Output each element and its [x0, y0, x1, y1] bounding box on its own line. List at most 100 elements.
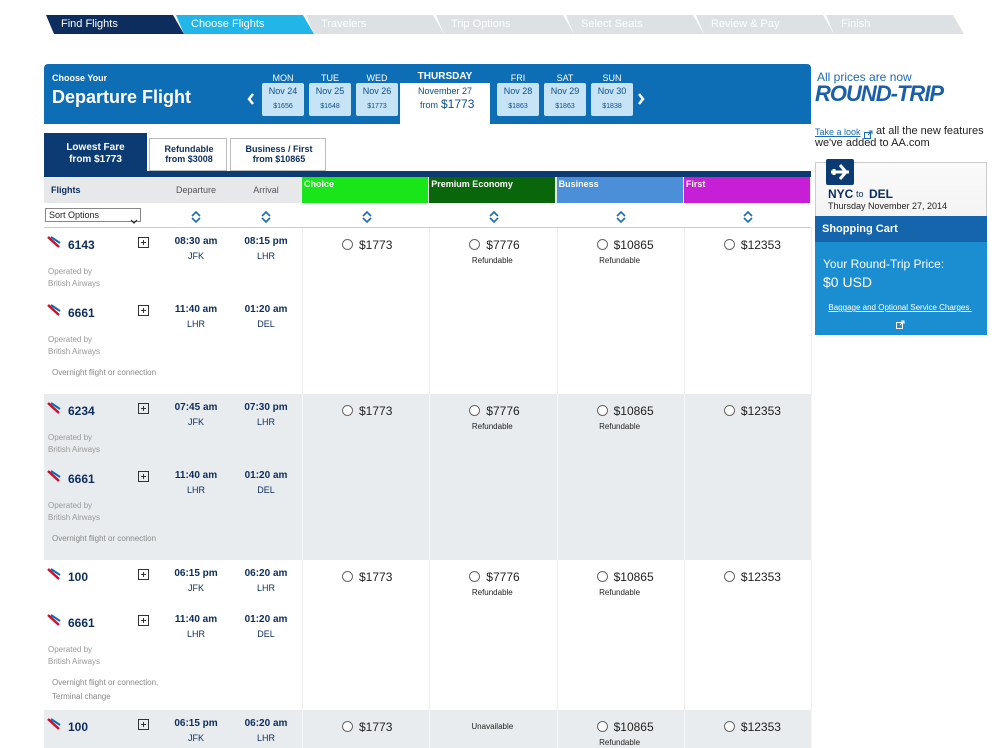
dep-airport: LHR	[186, 485, 206, 495]
date-text: Nov 30	[597, 86, 627, 96]
step-label: Find Flights	[61, 18, 118, 30]
step[interactable]: Choose Flights	[176, 15, 314, 34]
flight-number[interactable]: 6661	[68, 472, 95, 486]
sort-row	[44, 203, 811, 228]
details-toggle[interactable]	[138, 471, 149, 482]
fare-note: Refundable	[471, 422, 513, 431]
flight-number[interactable]: 100	[68, 720, 89, 734]
airline-logo-shape	[47, 614, 61, 626]
date-box[interactable]: Nov 28 $1863	[497, 83, 539, 116]
flight-number[interactable]: 6661	[68, 306, 95, 320]
flight-number[interactable]: 6661	[68, 616, 95, 630]
fare-radio[interactable]	[342, 239, 353, 250]
date-price: $1863	[508, 103, 528, 110]
baggage-link[interactable]: Baggage and Optional Service Charges.	[828, 303, 972, 312]
sort-arrows[interactable]	[743, 210, 753, 224]
selected-date[interactable]: THURSDAY November 27 from $1773	[400, 71, 490, 126]
date-box[interactable]: Nov 30 $1838	[591, 83, 633, 116]
header-panel: Choose Your Departure Flight MON Nov 24 $165…	[44, 64, 811, 126]
take-look[interactable]: Take a look	[815, 127, 861, 137]
flight-number[interactable]: 6143	[68, 238, 95, 252]
dep-time: 11:40 am	[174, 470, 218, 481]
details-toggle[interactable]	[138, 305, 149, 316]
step[interactable]: Travelers	[306, 15, 444, 34]
airline-logo	[47, 469, 61, 482]
flight-number[interactable]: 6234	[68, 404, 95, 418]
fare-radio[interactable]	[723, 239, 735, 250]
fare-tab[interactable]: Lowest Fare from $1773	[44, 133, 147, 171]
selected-price: $1773	[441, 97, 475, 111]
step[interactable]: Select Seats	[566, 15, 704, 34]
column-divider	[302, 560, 303, 710]
column-divider	[683, 710, 685, 748]
fare-price: $1773	[359, 238, 393, 252]
airline-logo	[47, 235, 61, 248]
operating-carrier: British Airways	[48, 657, 101, 666]
arr-airport: DEL	[257, 319, 275, 329]
details-toggle[interactable]	[138, 719, 149, 730]
fare-radio[interactable]	[723, 571, 735, 582]
date-box[interactable]: Nov 26 $1773	[356, 83, 398, 116]
dep-time: 06:15 pm	[174, 718, 218, 729]
sort-select[interactable]: Sort Options	[45, 208, 141, 224]
airline-logo-shape	[47, 304, 61, 316]
cabin-header: Premium Economy	[429, 177, 556, 203]
fare-radio[interactable]	[596, 239, 608, 250]
fare-radio[interactable]	[469, 571, 481, 582]
tab-sub: from $1773	[69, 154, 122, 165]
step[interactable]: Find Flights	[46, 15, 184, 34]
fare-price: $10865	[613, 238, 654, 252]
tab-bar	[44, 171, 811, 177]
column-divider	[683, 228, 685, 394]
step-label: Choose Flights	[191, 18, 265, 30]
date-day: FRI	[510, 73, 526, 83]
prev-arrow[interactable]	[247, 92, 255, 105]
prices-now: All prices are now	[817, 70, 912, 84]
fare-radio[interactable]	[342, 721, 353, 732]
step[interactable]: Finish	[826, 15, 964, 34]
date-day: TUE	[321, 73, 339, 83]
fare-radio[interactable]	[723, 721, 735, 732]
fare-radio[interactable]	[596, 571, 608, 582]
details-toggle[interactable]	[138, 615, 149, 626]
plus-icon	[141, 240, 146, 245]
date-box[interactable]: Nov 29 $1863	[544, 83, 586, 116]
sort-arrows[interactable]	[362, 210, 372, 224]
airline-logo-shape	[47, 470, 61, 482]
dep-airport: JFK	[187, 417, 205, 427]
arr-airport: LHR	[256, 733, 276, 743]
external-icon-shape	[864, 130, 873, 139]
fare-radio[interactable]	[342, 571, 353, 582]
plus-icon	[141, 474, 146, 479]
details-toggle[interactable]	[138, 237, 149, 248]
fare-tab[interactable]: Refundable from $3008	[149, 138, 227, 171]
flight-number[interactable]: 100	[68, 570, 89, 584]
fare-radio[interactable]	[469, 239, 481, 250]
cabin-header: First	[683, 177, 810, 203]
fare-radio[interactable]	[596, 405, 608, 416]
step[interactable]: Trip Options	[436, 15, 574, 34]
step[interactable]: Review & Pay	[696, 15, 834, 34]
fare-radio[interactable]	[469, 405, 481, 416]
details-toggle[interactable]	[138, 569, 149, 580]
fare-radio[interactable]	[596, 721, 608, 732]
cart-title: Shopping Cart	[822, 223, 898, 235]
external-icon	[864, 126, 873, 139]
sort-arrows[interactable]	[616, 210, 626, 224]
date-box[interactable]: Nov 24 $1656	[262, 83, 304, 116]
date-box[interactable]: Nov 25 $1648	[309, 83, 351, 116]
column-divider	[429, 560, 431, 710]
operated-by: Operated by	[48, 267, 93, 276]
sort-arrows[interactable]	[261, 210, 271, 224]
fare-tab[interactable]: Business / First from $10865	[230, 138, 326, 171]
sort-arrows[interactable]	[191, 210, 201, 224]
sort-caret	[130, 212, 138, 224]
fare-radio[interactable]	[342, 405, 353, 416]
sort-arrows[interactable]	[489, 210, 499, 224]
sort-arrows-shape	[743, 210, 753, 224]
plane-icon-shape	[831, 164, 849, 180]
details-toggle[interactable]	[138, 403, 149, 414]
fare-radio[interactable]	[723, 405, 735, 416]
next-arrow[interactable]	[637, 92, 645, 105]
